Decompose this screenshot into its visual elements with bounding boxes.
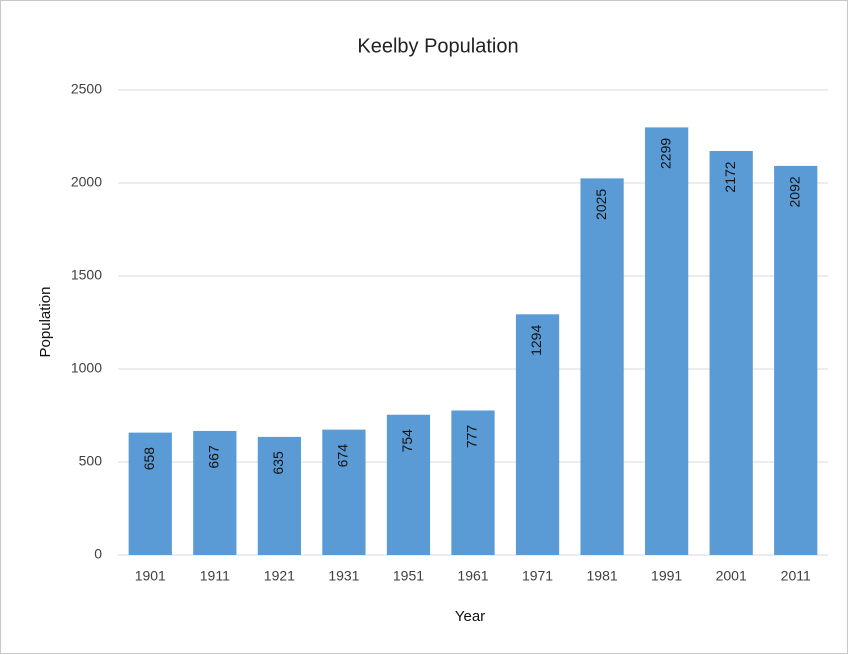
data-label: 658 <box>141 447 157 471</box>
bar <box>257 436 301 555</box>
chart-title: Keelby Population <box>357 35 518 57</box>
bar <box>774 165 818 555</box>
data-label: 2092 <box>786 176 802 207</box>
data-label: 2025 <box>593 189 609 220</box>
bar <box>451 410 495 555</box>
y-tick-label: 2000 <box>71 174 102 190</box>
x-tick-label: 2011 <box>781 568 811 584</box>
y-tick-label: 1000 <box>71 360 102 376</box>
x-tick-label: 1901 <box>135 568 166 584</box>
bar <box>128 432 172 555</box>
bar <box>645 127 689 556</box>
y-axis-title: Population <box>37 287 54 358</box>
y-tick-label: 1500 <box>71 267 102 283</box>
x-tick-label: 1971 <box>522 568 553 584</box>
data-label: 635 <box>270 451 286 475</box>
data-label: 754 <box>399 429 415 453</box>
y-tick-label: 2500 <box>71 81 102 97</box>
bar <box>322 429 366 555</box>
x-tick-label: 1991 <box>651 568 682 584</box>
x-tick-label: 1981 <box>587 568 618 584</box>
y-tick-label: 500 <box>79 453 103 469</box>
y-tick-label: 0 <box>94 546 102 562</box>
data-label: 777 <box>464 425 480 449</box>
x-tick-label: 1961 <box>457 568 488 584</box>
bar <box>193 430 237 555</box>
data-label: 2299 <box>657 138 673 169</box>
bar <box>709 151 753 555</box>
bar <box>386 414 431 555</box>
bar <box>515 314 560 555</box>
bar <box>580 178 624 555</box>
data-label: 667 <box>206 445 222 469</box>
x-tick-label: 1921 <box>264 568 295 584</box>
data-label: 2172 <box>722 161 738 192</box>
data-label: 674 <box>335 444 351 468</box>
x-axis-title: Year <box>455 608 485 625</box>
x-tick-label: 2001 <box>716 568 747 584</box>
x-tick-label: 1911 <box>200 568 230 584</box>
x-tick-label: 1951 <box>393 568 424 584</box>
data-label: 1294 <box>528 325 544 356</box>
x-tick-label: 1931 <box>328 568 359 584</box>
